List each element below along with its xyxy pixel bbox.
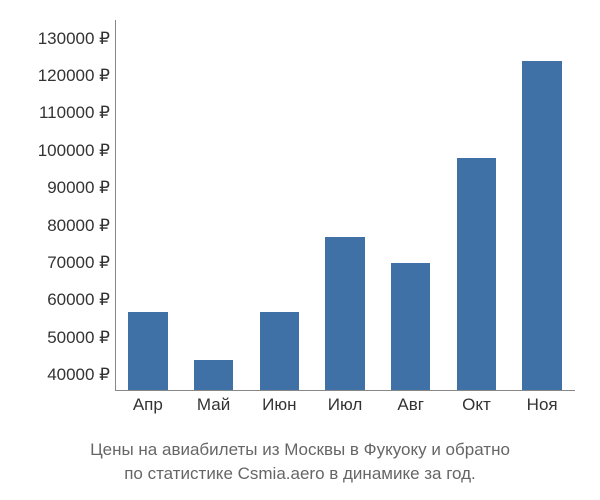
price-chart: 40000 ₽ 50000 ₽ 60000 ₽ 70000 ₽ 80000 ₽ 90000… [0,0,600,500]
x-tick-label: Май [197,395,230,415]
x-axis: Апр Май Июн Июл Авг Окт Ноя [115,395,575,425]
bar [325,237,364,390]
y-tick-label: 100000 ₽ [0,141,110,161]
x-tick-label: Июн [262,395,296,415]
y-tick-label: 90000 ₽ [0,178,110,198]
caption-line-2: по статистике Csmia.aero в динамике за г… [0,462,600,486]
bar [260,312,299,390]
y-tick-label: 40000 ₽ [0,365,110,385]
y-tick-label: 120000 ₽ [0,66,110,86]
x-tick-label: Окт [462,395,491,415]
x-tick-label: Ноя [527,395,558,415]
y-tick-label: 130000 ₽ [0,29,110,49]
chart-caption: Цены на авиабилеты из Москвы в Фукуоку и… [0,438,600,486]
bar [391,263,430,390]
x-tick-label: Авг [397,395,424,415]
x-tick-label: Июл [328,395,363,415]
y-tick-label: 60000 ₽ [0,290,110,310]
y-axis: 40000 ₽ 50000 ₽ 60000 ₽ 70000 ₽ 80000 ₽ 90000… [0,20,110,390]
y-tick-label: 110000 ₽ [0,103,110,123]
plot-area [115,20,575,390]
x-tick-label: Апр [133,395,163,415]
bar [194,360,233,390]
y-tick-label: 80000 ₽ [0,216,110,236]
y-tick-label: 70000 ₽ [0,253,110,273]
bar [457,158,496,390]
y-tick-label: 50000 ₽ [0,328,110,348]
caption-line-1: Цены на авиабилеты из Москвы в Фукуоку и… [0,438,600,462]
bar [128,312,167,390]
bar [522,61,561,390]
x-axis-line [115,390,575,391]
